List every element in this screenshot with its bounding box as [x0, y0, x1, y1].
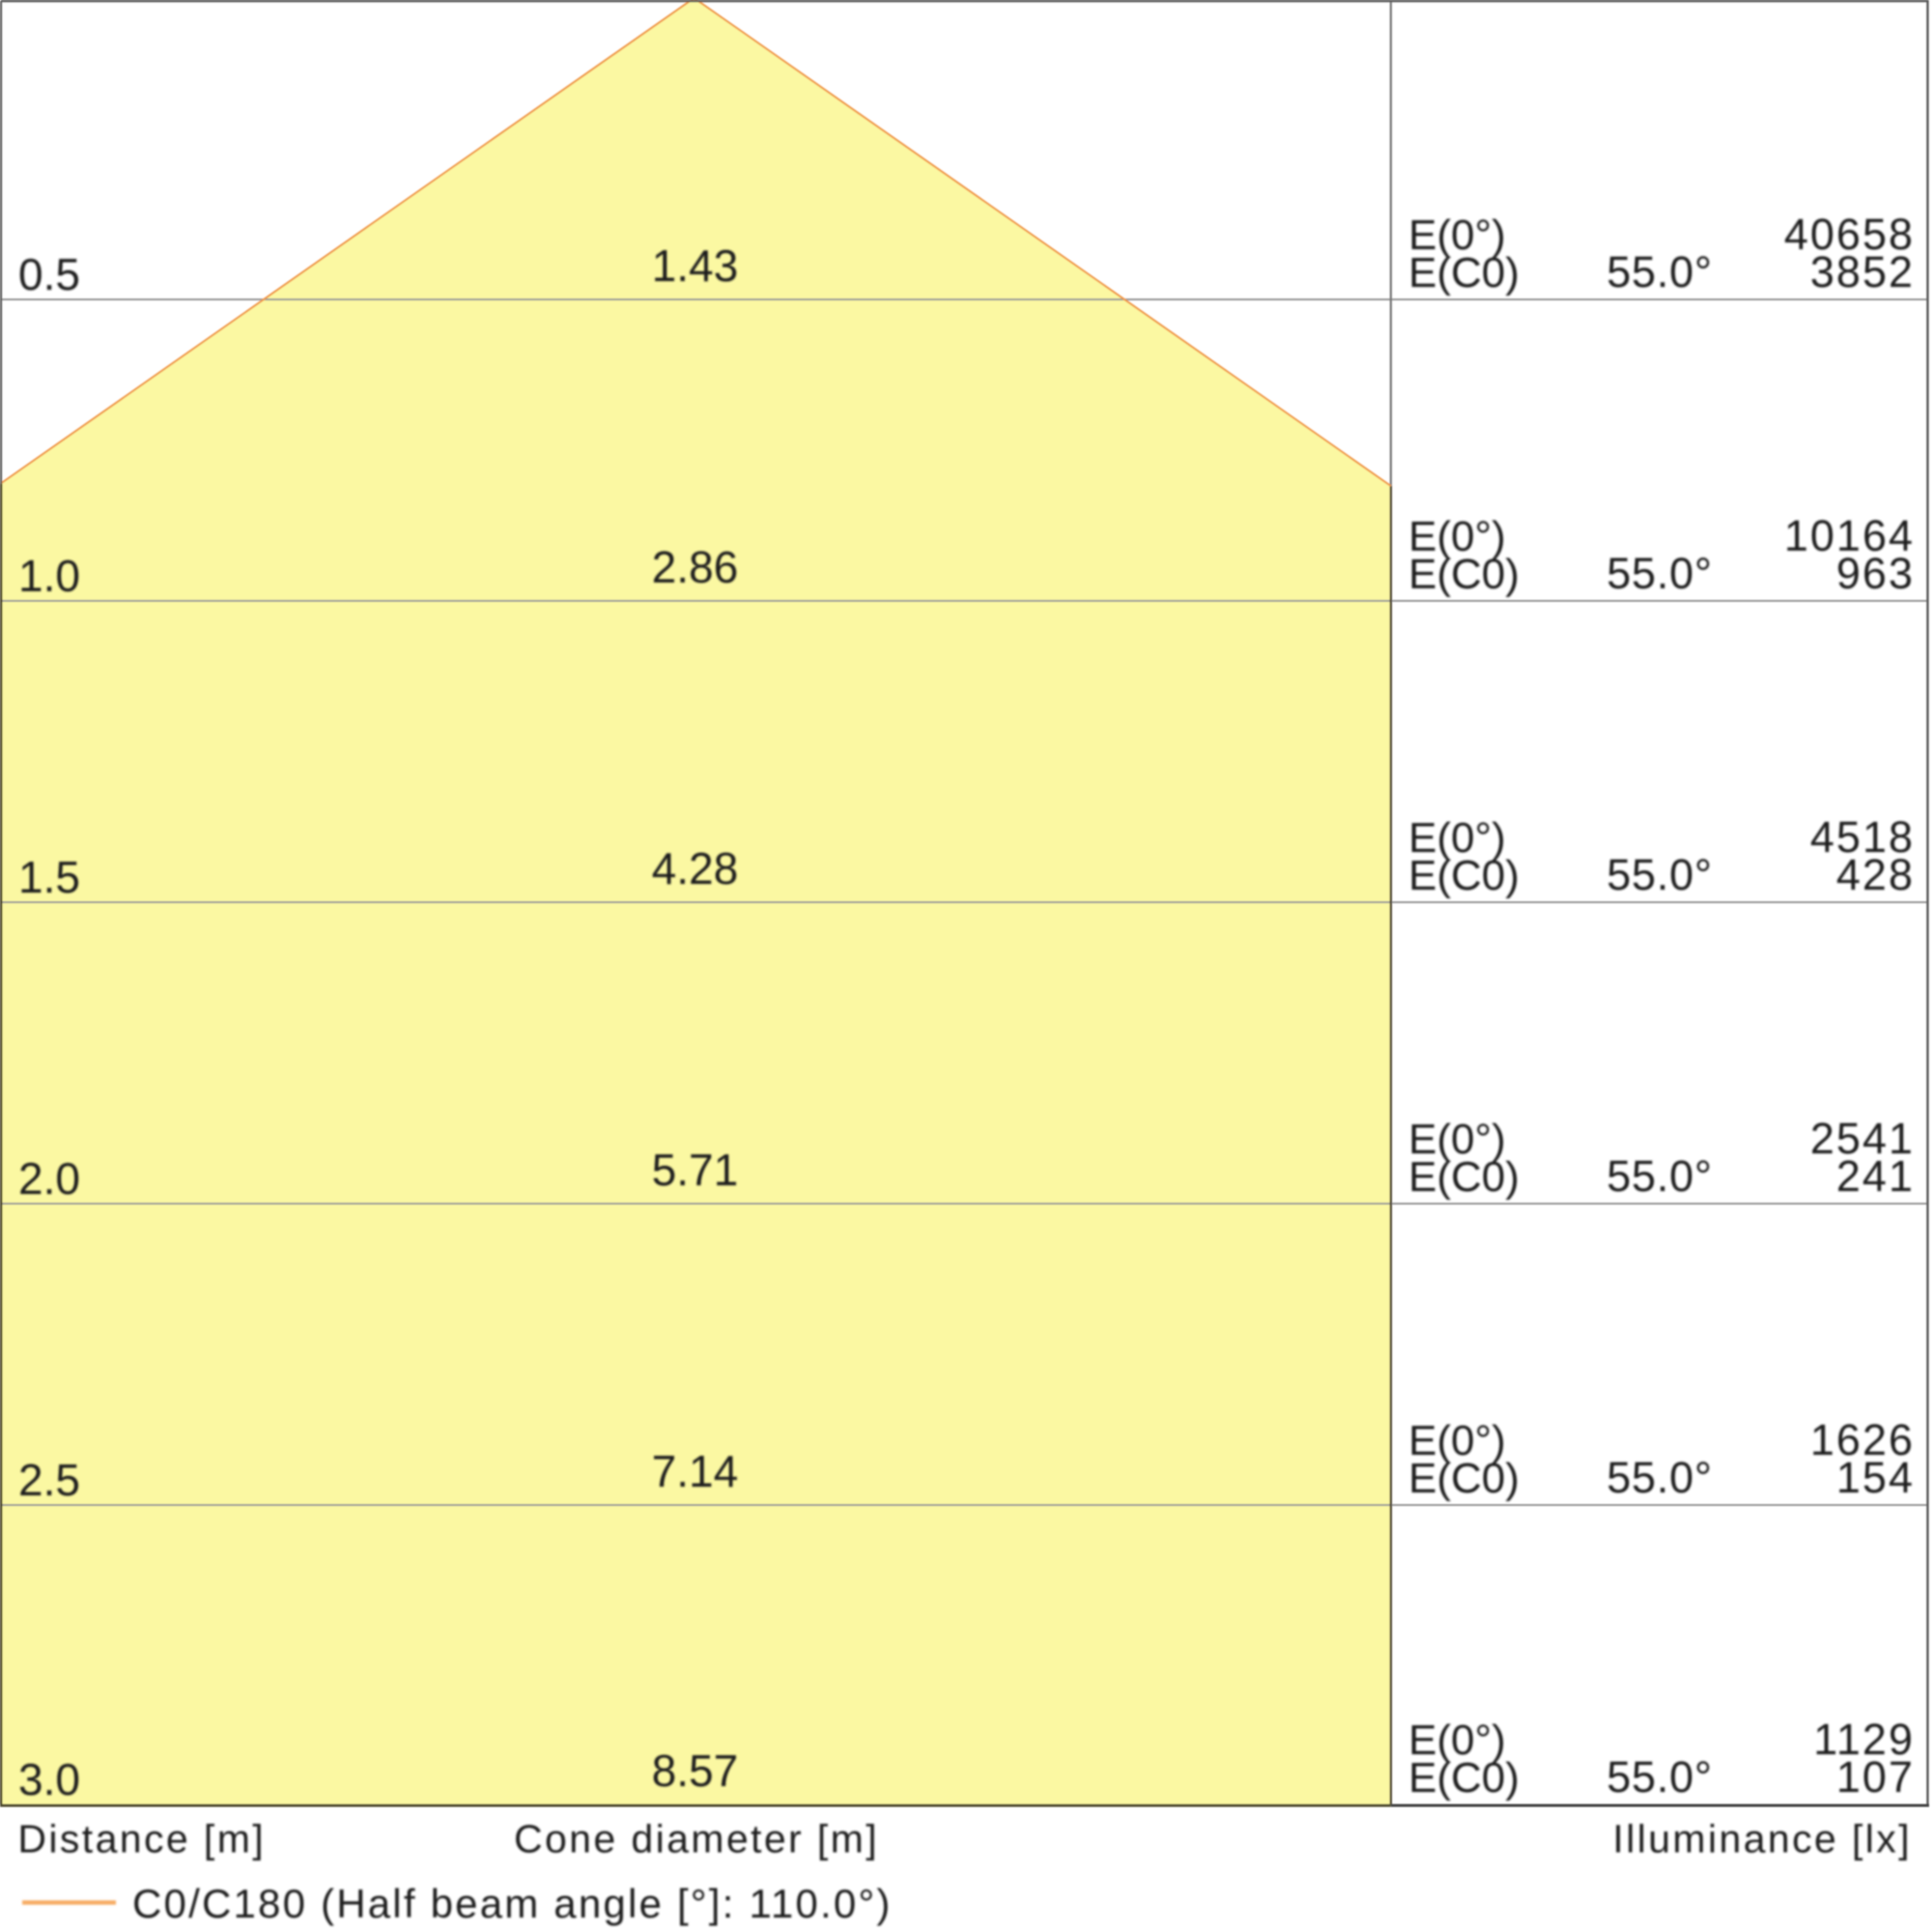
svg-text:E(0°): E(0°): [1408, 1717, 1506, 1764]
svg-text:241: 241: [1836, 1151, 1915, 1201]
svg-text:Distance [m]: Distance [m]: [17, 1817, 266, 1861]
svg-text:E(0°): E(0°): [1408, 814, 1506, 862]
svg-text:E(0°): E(0°): [1408, 1116, 1506, 1163]
svg-text:2.86: 2.86: [652, 542, 739, 592]
svg-text:1.0: 1.0: [18, 551, 80, 601]
svg-text:3852: 3852: [1810, 247, 1915, 297]
svg-text:154: 154: [1836, 1453, 1915, 1502]
svg-text:8.57: 8.57: [652, 1746, 739, 1796]
svg-text:7.14: 7.14: [652, 1446, 739, 1496]
svg-text:E(C0): E(C0): [1408, 551, 1520, 598]
svg-text:55.0°: 55.0°: [1606, 1151, 1713, 1201]
svg-text:E(C0): E(C0): [1408, 1754, 1520, 1802]
svg-text:3.0: 3.0: [18, 1754, 80, 1804]
svg-text:4.28: 4.28: [652, 843, 739, 894]
svg-text:1.43: 1.43: [652, 241, 739, 291]
svg-text:40658: 40658: [1784, 210, 1915, 259]
svg-text:1626: 1626: [1810, 1415, 1915, 1464]
svg-text:55.0°: 55.0°: [1606, 549, 1713, 598]
svg-text:E(C0): E(C0): [1408, 852, 1520, 899]
svg-text:55.0°: 55.0°: [1606, 850, 1713, 899]
svg-text:E(0°): E(0°): [1408, 513, 1506, 560]
svg-text:Illuminance [lx]: Illuminance [lx]: [1612, 1817, 1912, 1861]
svg-text:428: 428: [1836, 850, 1915, 899]
svg-text:E(C0): E(C0): [1408, 1153, 1520, 1201]
svg-text:E(0°): E(0°): [1408, 212, 1506, 259]
svg-text:10164: 10164: [1784, 511, 1915, 560]
svg-text:E(C0): E(C0): [1408, 249, 1520, 297]
svg-text:55.0°: 55.0°: [1606, 1453, 1713, 1502]
svg-text:0.5: 0.5: [18, 249, 80, 299]
svg-text:E(C0): E(C0): [1408, 1455, 1520, 1502]
svg-text:C0/C180 (Half beam angle [°]:: C0/C180 (Half beam angle [°]: 110.0°): [132, 1881, 893, 1926]
svg-text:1.5: 1.5: [18, 852, 80, 902]
svg-text:E(0°): E(0°): [1408, 1417, 1506, 1464]
svg-text:963: 963: [1836, 549, 1915, 598]
svg-text:1129: 1129: [1813, 1715, 1915, 1764]
svg-text:2.5: 2.5: [18, 1455, 80, 1505]
svg-text:55.0°: 55.0°: [1606, 1752, 1713, 1802]
svg-text:4518: 4518: [1810, 812, 1915, 862]
svg-text:Cone diameter [m]: Cone diameter [m]: [514, 1817, 879, 1861]
svg-text:2541: 2541: [1810, 1114, 1915, 1163]
svg-text:2.0: 2.0: [18, 1153, 80, 1204]
svg-text:107: 107: [1836, 1752, 1915, 1802]
svg-text:55.0°: 55.0°: [1606, 247, 1713, 297]
svg-text:5.71: 5.71: [652, 1145, 739, 1195]
